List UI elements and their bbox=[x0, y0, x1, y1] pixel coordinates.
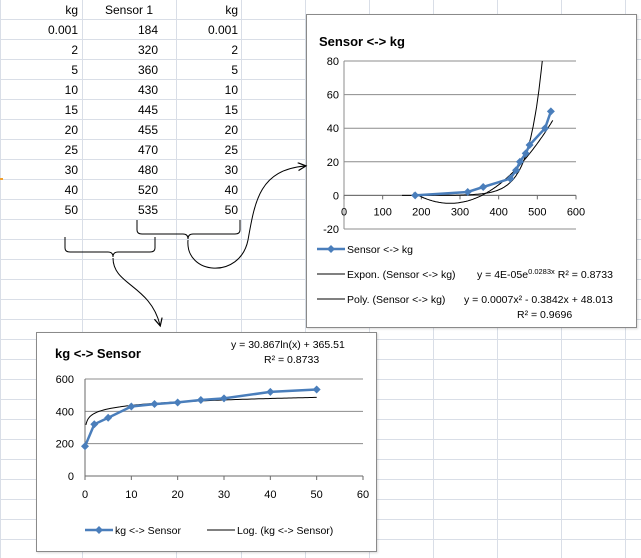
chart1-point bbox=[546, 107, 555, 116]
chart1-series-line bbox=[415, 110, 553, 197]
chart1-trend-expon bbox=[402, 61, 543, 196]
chart1-xtick: 500 bbox=[528, 206, 546, 218]
chart2-point bbox=[220, 394, 228, 403]
chart1-expon-equation: y = 4E-05e0.0283x R² = 0.8733 bbox=[477, 267, 613, 281]
chart1-point bbox=[512, 166, 521, 175]
chart1-point bbox=[515, 157, 524, 166]
chart2-point bbox=[127, 402, 136, 411]
chart1-legend-marker bbox=[327, 245, 335, 253]
chart1-ytick: 60 bbox=[327, 90, 339, 102]
chart1-point bbox=[525, 141, 534, 149]
table-cell[interactable]: 25 bbox=[64, 143, 78, 157]
chart1-xtick: 0 bbox=[341, 206, 347, 218]
chart1-legend-series: Sensor <-> kg bbox=[347, 244, 413, 256]
chart1-ytick: 40 bbox=[327, 123, 339, 135]
chart1-xtick: 400 bbox=[489, 206, 507, 218]
table-cell[interactable]: 15 bbox=[224, 103, 238, 117]
chart1-ytick: 80 bbox=[327, 56, 339, 68]
chart1-point bbox=[506, 174, 515, 183]
chart2-point bbox=[196, 396, 205, 405]
chart1-poly-equation: y = 0.0007x² - 0.3842x + 48.013 bbox=[464, 294, 613, 306]
chart2-ytick: 400 bbox=[56, 406, 74, 418]
chart2-legend-marker bbox=[95, 526, 103, 534]
chart2-point bbox=[90, 420, 99, 429]
table-cell[interactable]: 30 bbox=[64, 163, 78, 177]
table-cell[interactable]: 320 bbox=[137, 43, 158, 57]
chart2-xtick: 50 bbox=[311, 489, 323, 501]
chart1-ytick: 20 bbox=[327, 157, 339, 169]
chart2-point bbox=[81, 442, 90, 451]
chart2-legend-series: kg <-> Sensor bbox=[115, 525, 181, 537]
chart1-point bbox=[411, 191, 420, 200]
chart2-point bbox=[173, 398, 182, 407]
chart2-xtick: 60 bbox=[357, 489, 369, 501]
chart1-point bbox=[521, 149, 530, 158]
table-cell[interactable]: 520 bbox=[137, 183, 158, 197]
chart2-point bbox=[312, 385, 321, 394]
table-cell[interactable]: 10 bbox=[64, 83, 78, 97]
chart2-xtick: 20 bbox=[172, 489, 184, 501]
table-cell[interactable]: 360 bbox=[137, 63, 158, 77]
table-cell[interactable]: 5 bbox=[71, 63, 78, 77]
chart1-ytick: 0 bbox=[333, 190, 339, 202]
chart2-ytick: 600 bbox=[56, 374, 74, 386]
chart2-ytick: 200 bbox=[56, 439, 74, 451]
table-cell[interactable]: 50 bbox=[64, 203, 78, 217]
table-cell[interactable]: 5 bbox=[231, 63, 238, 77]
chart1-legend-poly: Poly. (Sensor <-> kg) bbox=[347, 294, 445, 306]
table-cell[interactable]: 0.001 bbox=[47, 23, 78, 37]
chart2-xtick: 0 bbox=[82, 489, 88, 501]
table-cell[interactable]: 20 bbox=[64, 123, 78, 137]
chart-kg-sensor[interactable]: kg <-> Sensor 600 400 200 0 0 10 20 30 40 50 60 y =… bbox=[36, 332, 377, 552]
table-cell[interactable]: 30 bbox=[224, 163, 238, 177]
table-cell[interactable]: 25 bbox=[224, 143, 238, 157]
table-cell[interactable]: 480 bbox=[137, 163, 158, 177]
chart2-ytick: 0 bbox=[68, 471, 74, 483]
header-kg-2[interactable]: kg bbox=[225, 3, 238, 17]
chart1-point bbox=[541, 124, 550, 133]
chart2-xtick: 30 bbox=[218, 489, 230, 501]
table-cell[interactable]: 470 bbox=[137, 143, 158, 157]
chart2-xtick: 40 bbox=[264, 489, 276, 501]
chart1-poly-r2: R² = 0.9696 bbox=[517, 309, 572, 321]
chart2-log-equation: y = 30.867ln(x) + 365.51 bbox=[231, 339, 345, 351]
table-cell[interactable]: 40 bbox=[64, 183, 78, 197]
chart2-point bbox=[150, 400, 159, 409]
table-cell[interactable]: 2 bbox=[231, 43, 238, 57]
table-cell[interactable]: 50 bbox=[224, 203, 238, 217]
table-cell[interactable]: 430 bbox=[137, 83, 158, 97]
table-cell[interactable]: 184 bbox=[137, 23, 158, 37]
chart1-point bbox=[479, 183, 488, 191]
chart1-xtick: 200 bbox=[412, 206, 430, 218]
chart1-title: Sensor <-> kg bbox=[319, 34, 405, 49]
chart2-point bbox=[266, 387, 275, 396]
chart-sensor-kg[interactable]: Sensor <-> kg 80 60 40 20 0 -20 0 100 200 300 400 5… bbox=[306, 14, 637, 328]
table-cell[interactable]: 15 bbox=[64, 103, 78, 117]
chart1-trend-poly bbox=[413, 120, 554, 204]
table-cell[interactable]: 10 bbox=[224, 83, 238, 97]
chart1-xtick: 300 bbox=[451, 206, 469, 218]
chart1-xtick: 600 bbox=[567, 206, 585, 218]
chart1-ytick: -20 bbox=[323, 224, 339, 236]
table-cell[interactable]: 20 bbox=[224, 123, 238, 137]
table-cell[interactable]: 455 bbox=[137, 123, 158, 137]
table-cell[interactable]: 2 bbox=[71, 43, 78, 57]
chart1-xtick: 100 bbox=[373, 206, 391, 218]
chart1-legend-expon: Expon. (Sensor <-> kg) bbox=[347, 269, 456, 281]
chart-kg-sensor-plot: kg <-> Sensor 600 400 200 00 10 20 30 40 50 60 y =… bbox=[55, 339, 369, 537]
chart1-point bbox=[463, 188, 472, 197]
header-kg[interactable]: kg bbox=[65, 3, 78, 17]
chart2-log-r2: R² = 0.8733 bbox=[264, 354, 319, 366]
chart2-title: kg <-> Sensor bbox=[55, 346, 141, 361]
chart2-series-line bbox=[83, 388, 317, 447]
chart2-xtick: 10 bbox=[125, 489, 137, 501]
table-cell[interactable]: 0.001 bbox=[207, 23, 238, 37]
table-cell[interactable]: 40 bbox=[224, 183, 238, 197]
chart2-legend-log: Log. (kg <-> Sensor) bbox=[237, 525, 333, 537]
header-sensor-1[interactable]: Sensor 1 bbox=[104, 3, 154, 17]
table-cell[interactable]: 445 bbox=[137, 103, 158, 117]
table-cell[interactable]: 535 bbox=[137, 203, 158, 217]
chart2-point bbox=[104, 413, 113, 422]
